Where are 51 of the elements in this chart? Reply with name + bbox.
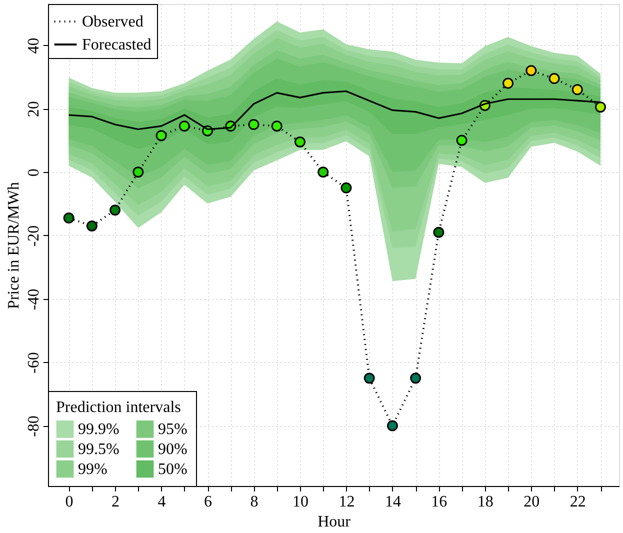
- point: [318, 166, 329, 178]
- point: [572, 84, 583, 96]
- y-tick-label: -40: [26, 288, 42, 310]
- x-tick-label: 2: [112, 494, 120, 510]
- x-tick-label: 8: [250, 494, 258, 510]
- point: [294, 136, 306, 148]
- point: [410, 372, 422, 384]
- point: [156, 130, 167, 142]
- point: [86, 220, 98, 232]
- legend-title: Prediction intervals: [56, 399, 181, 416]
- y-tick-label: 40: [26, 38, 42, 54]
- x-tick-label: 16: [431, 494, 448, 510]
- point: [502, 78, 514, 89]
- point: [271, 120, 282, 132]
- legend-label: 99.5%: [78, 441, 120, 458]
- x-tick-label: 18: [477, 494, 494, 510]
- y-tick-label: 20: [26, 101, 42, 118]
- legend-label: 90%: [158, 441, 188, 458]
- point: [248, 119, 260, 130]
- x-tick-label: 22: [570, 494, 586, 510]
- point: [433, 226, 444, 238]
- legend-label: 95%: [158, 421, 188, 438]
- point: [526, 65, 537, 76]
- point: [63, 212, 74, 224]
- y-tick-label: -20: [26, 225, 42, 247]
- x-tick-label: 20: [524, 494, 540, 510]
- point: [386, 420, 398, 432]
- legend-label: 50%: [158, 461, 188, 478]
- x-tick-label: 0: [65, 494, 74, 510]
- legend-label: 99.9%: [78, 421, 120, 438]
- point: [340, 182, 352, 194]
- y-tick-label: -80: [26, 416, 42, 437]
- legend-label: Observed: [82, 14, 144, 30]
- y-tick-label: 0: [26, 168, 42, 177]
- point: [110, 204, 121, 216]
- y-axis-title: Price in EUR/MWh: [6, 182, 22, 310]
- legend-label: 99%: [78, 461, 108, 478]
- x-axis-title: Hour: [318, 514, 352, 530]
- point: [132, 166, 144, 178]
- y-tick-label: -60: [26, 352, 42, 374]
- x-tick-label: 14: [384, 494, 401, 510]
- point: [456, 134, 468, 146]
- point: [548, 73, 560, 84]
- x-tick-label: 12: [338, 494, 355, 510]
- legend-label: Forecasted: [82, 36, 152, 54]
- x-tick-label: 6: [204, 494, 212, 510]
- point: [364, 372, 375, 384]
- x-tick-label: 4: [158, 494, 166, 510]
- point: [178, 120, 190, 132]
- point: [595, 102, 606, 113]
- x-tick-label: 10: [292, 494, 308, 510]
